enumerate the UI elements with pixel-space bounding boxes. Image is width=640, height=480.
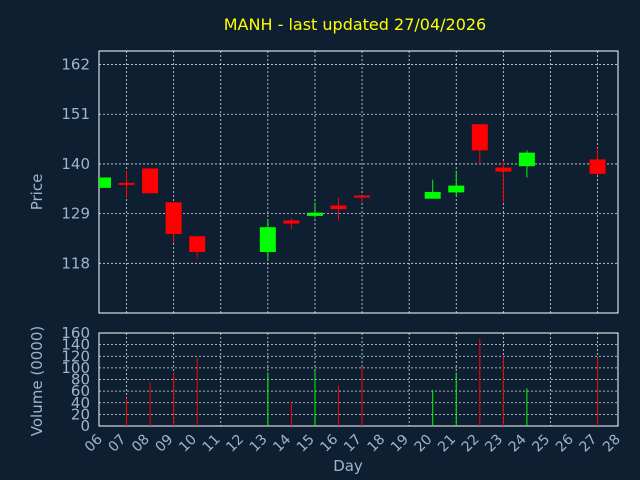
price-y-tick-label: 129 [61,205,90,223]
x-ticks: 06 07 08 09 10 11 12 13 14 15 16 17 18 19 20 21 22 23 24 25… [82,431,624,455]
x-tick-label: 16 [317,431,341,455]
x-axis-label: Day [333,457,363,475]
candle-body [495,167,512,172]
candle-body [354,195,371,198]
volume-y-tick-label: 80 [71,371,90,389]
x-tick-label: 25 [529,432,553,456]
x-tick-label: 18 [365,432,389,456]
x-tick-label: 10 [176,432,200,456]
x-tick-label: 11 [200,432,224,456]
candle-body [259,227,276,253]
x-tick-label: 07 [105,432,129,456]
candle-body [424,191,441,199]
x-tick-label: 09 [153,432,177,456]
candle-body [471,124,488,151]
x-tick-label: 19 [388,432,412,456]
volume-bars [126,338,599,426]
candle-body [518,152,535,167]
x-tick-label: 27 [576,432,600,456]
x-tick-label: 17 [341,432,365,456]
candle-body [306,212,323,216]
price-y-ticks: 118 129 140 151 162 [61,56,90,273]
volume-y-tick-label: 0 [80,417,90,435]
volume-y-tick-label: 40 [71,394,90,412]
candles [99,124,606,259]
price-y-tick-label: 118 [61,254,90,272]
volume-grid [99,333,618,426]
price-y-tick-label: 151 [61,105,90,123]
x-tick-label: 13 [247,432,271,456]
candle-body [448,185,465,193]
x-tick-label: 22 [459,432,483,456]
candle-body [330,205,347,210]
candle-body [118,182,135,185]
candle-body [589,159,606,174]
candle-body [283,220,300,224]
price-grid [99,51,618,313]
candle-body [99,177,111,188]
x-tick-label: 12 [223,432,247,456]
candle-body [189,236,206,253]
x-tick-label: 15 [294,432,318,456]
x-tick-label: 24 [506,431,530,455]
price-axis-label: Price [28,174,46,211]
price-panel: 118 129 140 151 162 Price [28,50,619,314]
volume-y-tick-label: 120 [61,347,90,365]
price-y-tick-label: 140 [61,155,90,173]
chart-title: MANH - last updated 27/04/2026 [224,15,486,34]
x-tick-label: 08 [129,432,153,456]
candle-body [165,202,182,234]
x-tick-label: 20 [412,432,436,456]
x-tick-label: 26 [553,431,577,455]
x-tick-label: 28 [600,432,624,456]
volume-y-tick-label: 100 [61,359,90,377]
price-plot-frame [98,50,619,314]
volume-y-tick-label: 60 [71,382,90,400]
x-tick-label: 06 [82,431,106,455]
x-tick-label: 21 [435,432,459,456]
volume-y-tick-label: 160 [61,324,90,342]
volume-axis-label: Volume (0000) [28,326,46,436]
candle-body [142,168,159,194]
volume-y-tick-label: 140 [61,336,90,354]
x-tick-label: 23 [482,432,506,456]
volume-y-tick-label: 20 [71,405,90,423]
x-tick-label: 14 [270,431,294,455]
price-y-tick-label: 162 [61,56,90,74]
